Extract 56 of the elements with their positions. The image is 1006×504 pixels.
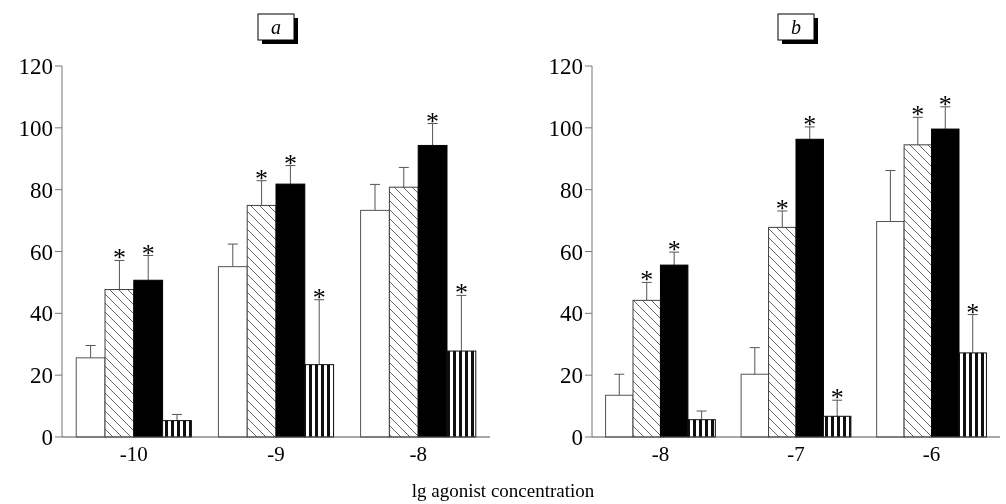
x-tick-label: -10 (119, 442, 148, 466)
y-tick-label: 100 (548, 115, 583, 141)
data-label: * (938, 89, 952, 119)
bar (446, 350, 477, 438)
x-tick-label: -8 (651, 442, 670, 466)
x-tick-label: -6 (922, 442, 941, 466)
bar (958, 352, 987, 438)
y-tick-label: 60 (30, 239, 53, 265)
data-label: * (312, 282, 326, 312)
bar (388, 186, 419, 438)
data-label: * (911, 100, 925, 130)
bar (903, 144, 933, 438)
bar (417, 144, 448, 438)
y-tick-label: 120 (18, 54, 53, 79)
bar (659, 264, 689, 438)
data-label: * (454, 278, 468, 308)
bar (795, 138, 824, 438)
bar (246, 204, 277, 438)
x-tick-label: -8 (409, 442, 427, 466)
bar (304, 364, 335, 438)
bar (162, 420, 192, 438)
y-tick-label: 20 (30, 363, 53, 389)
y-tick-label: 80 (560, 177, 583, 203)
data-label: * (426, 106, 440, 136)
data-label: * (803, 109, 817, 139)
y-tick-label: 100 (18, 115, 53, 141)
y-tick-label: 20 (560, 363, 583, 389)
bar (275, 183, 306, 438)
bar (768, 226, 797, 438)
data-label: * (640, 265, 654, 295)
y-tick-label: 120 (548, 54, 583, 79)
bar (931, 128, 960, 438)
bar (822, 415, 852, 438)
bar (632, 299, 661, 438)
data-label: * (667, 235, 681, 265)
data-label: * (966, 297, 980, 327)
x-tick-label: -7 (787, 442, 805, 466)
chart-title: a (271, 16, 281, 38)
data-label: * (141, 238, 155, 268)
y-tick-label: 80 (30, 177, 53, 203)
data-label: * (255, 163, 269, 193)
bar (104, 289, 135, 438)
y-tick-label: 0 (41, 425, 53, 450)
bar (687, 419, 716, 438)
x-axis-title: lg agonist concentration (411, 480, 595, 501)
y-tick-label: 60 (560, 239, 583, 265)
chart-title: b (791, 16, 801, 38)
bar (133, 279, 164, 438)
x-tick-label: -9 (267, 442, 285, 466)
data-label: * (775, 194, 789, 223)
y-tick-label: 40 (560, 301, 583, 327)
y-tick-label: 0 (571, 425, 583, 450)
data-label: * (283, 148, 297, 178)
data-label: * (830, 383, 844, 413)
data-label: * (112, 243, 126, 273)
y-tick-label: 40 (30, 301, 53, 327)
